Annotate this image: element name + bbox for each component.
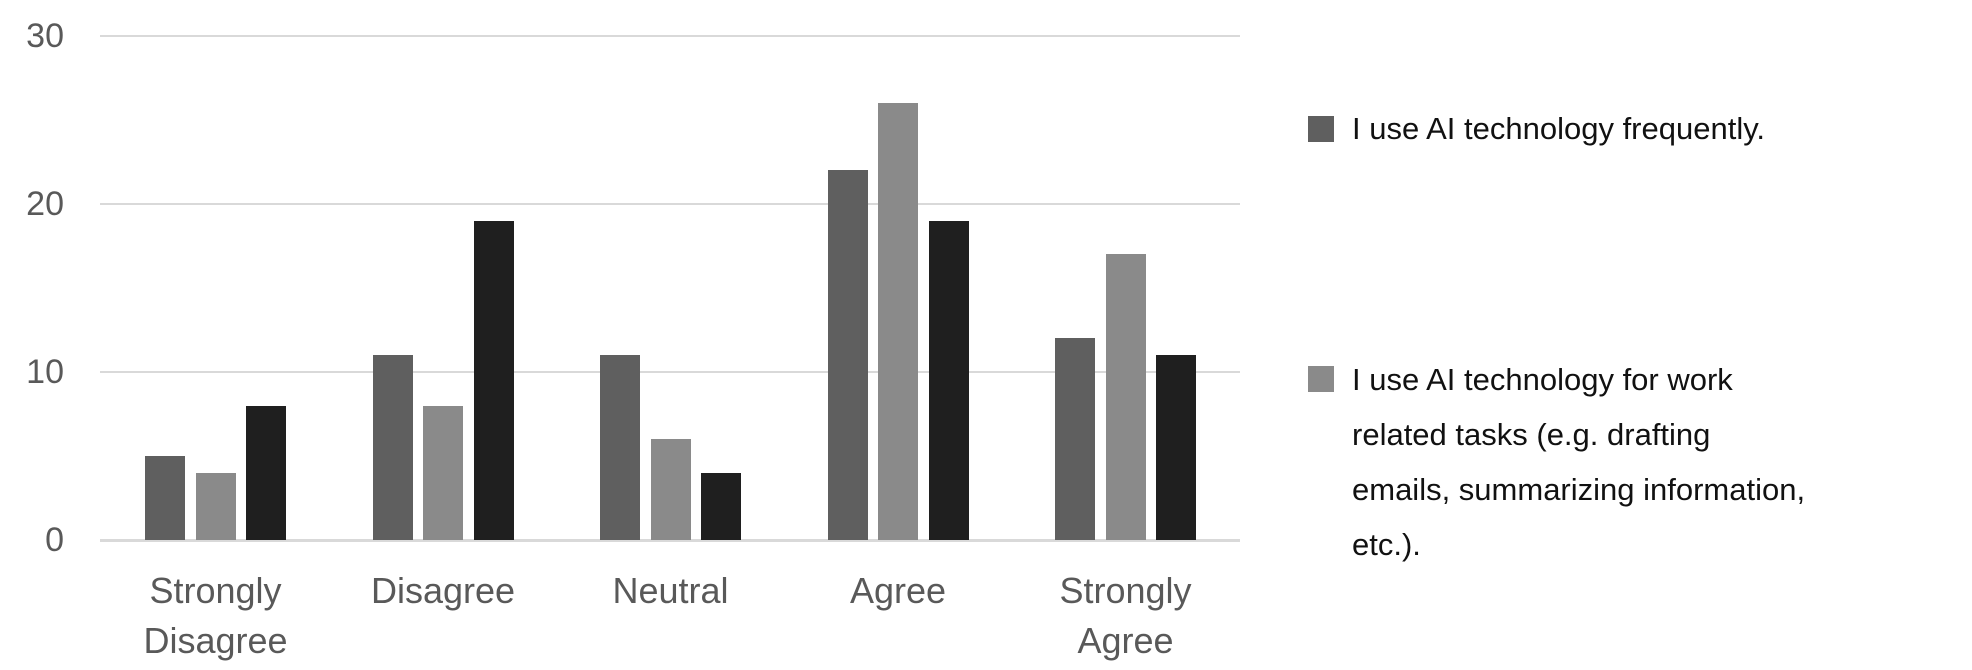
legend-label: I use AI technology for work related tas… xyxy=(1352,362,1806,562)
bar-series2-neutral xyxy=(650,439,691,540)
y-tick-label: 0 xyxy=(45,521,64,559)
legend-entry-frequent-use: I use AI technology frequently. xyxy=(1308,106,1765,152)
legend-marker-light-gray xyxy=(1308,366,1334,392)
gridline xyxy=(100,35,1240,37)
x-category-label-disagree: Disagree xyxy=(370,570,516,611)
y-tick-label: 10 xyxy=(26,353,64,391)
bar-series3-disagree xyxy=(473,220,514,540)
y-tick-label: 20 xyxy=(26,185,64,223)
gridline xyxy=(100,371,1240,373)
bar-series3-strongly-disagree xyxy=(246,405,286,540)
bar-series1-agree xyxy=(827,170,868,540)
x-category-label-neutral: Neutral xyxy=(612,570,729,611)
legend-marker-dark-gray xyxy=(1308,116,1334,142)
bar-series1-disagree xyxy=(372,355,413,540)
x-category-label-agree: Agree xyxy=(849,570,947,611)
legend-label: I use AI technology frequently. xyxy=(1352,111,1766,146)
bar-series2-disagree xyxy=(423,405,463,540)
bar-series1-strongly-agree xyxy=(1055,338,1095,540)
bar-series1-neutral xyxy=(600,355,640,540)
x-category-label-strongly-disagree: Strongly Disagree xyxy=(143,570,288,661)
bar-series1-strongly-disagree xyxy=(145,456,185,540)
legend-entry-work-tasks: I use AI technology for work related tas… xyxy=(1308,352,1805,572)
bar-series3-neutral xyxy=(701,472,741,540)
bar-series3-strongly-agree xyxy=(1156,355,1196,540)
x-axis-line xyxy=(100,539,1240,542)
bar-series2-agree xyxy=(878,103,918,540)
x-category-label-strongly-agree: Strongly Agree xyxy=(1059,570,1192,661)
bar-series2-strongly-agree xyxy=(1105,254,1146,540)
bar-series2-strongly-disagree xyxy=(195,472,236,540)
y-tick-label: 30 xyxy=(26,17,64,55)
gridline xyxy=(100,203,1240,205)
bar-series3-agree xyxy=(928,220,969,540)
plot-area xyxy=(100,35,1240,542)
